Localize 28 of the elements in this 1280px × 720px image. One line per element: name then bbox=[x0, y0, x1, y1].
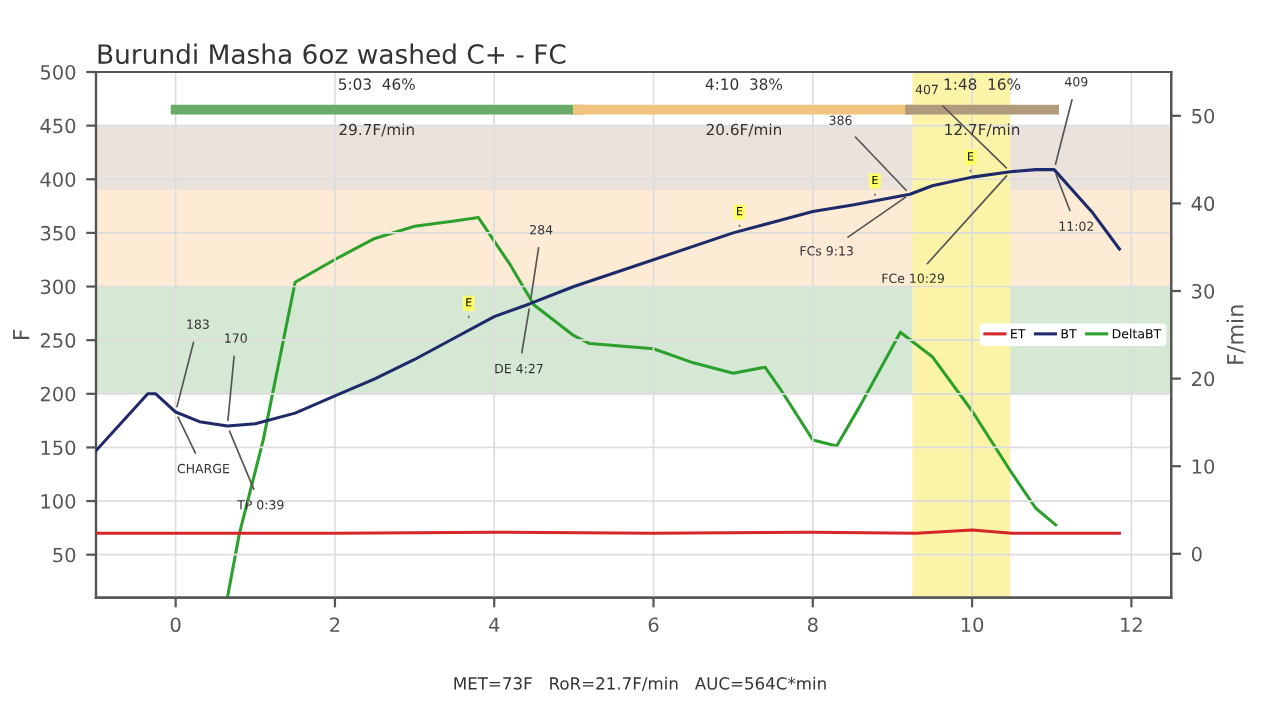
y-tick-label: 450 bbox=[40, 118, 76, 134]
y-tick-label: 200 bbox=[40, 386, 76, 402]
x-tick-label: 12 bbox=[1121, 617, 1142, 632]
y-tick-label: 350 bbox=[40, 225, 76, 241]
y2-axis-title: F/min bbox=[1226, 305, 1246, 364]
line-series bbox=[225, 215, 1058, 598]
y-tick-label: 300 bbox=[40, 279, 76, 295]
y-tick-label: 100 bbox=[41, 494, 76, 509]
y-tick-label: 250 bbox=[40, 333, 76, 348]
x-tick-label: 10 bbox=[961, 617, 984, 633]
y2-tick-label: 20 bbox=[1192, 371, 1215, 387]
x-tick-label: 4 bbox=[488, 617, 500, 632]
y-tick-label: 400 bbox=[40, 172, 76, 187]
y-tick-label: 500 bbox=[40, 64, 76, 80]
chart-title: Burundi Masha 6oz washed C+ - FC bbox=[98, 43, 566, 65]
y2-tick-label: 10 bbox=[1192, 459, 1215, 474]
text: MET=73F RoR=21.7F/min AUC=564C*min bbox=[454, 676, 826, 692]
y2-tick-label: 30 bbox=[1192, 283, 1215, 299]
x-tick-label: 2 bbox=[330, 617, 340, 632]
y-tick-label: 150 bbox=[41, 440, 76, 456]
x-tick-label: 6 bbox=[648, 617, 659, 633]
x-tick-label: 0 bbox=[170, 617, 181, 633]
y-axis-title: F bbox=[13, 329, 30, 340]
y2-tick-label: 0 bbox=[1191, 546, 1202, 562]
y-tick-label: 50 bbox=[53, 547, 76, 563]
y2-tick-label: 50 bbox=[1192, 108, 1215, 124]
x-tick-label: 8 bbox=[807, 617, 818, 633]
y2-tick-label: 40 bbox=[1191, 196, 1215, 212]
